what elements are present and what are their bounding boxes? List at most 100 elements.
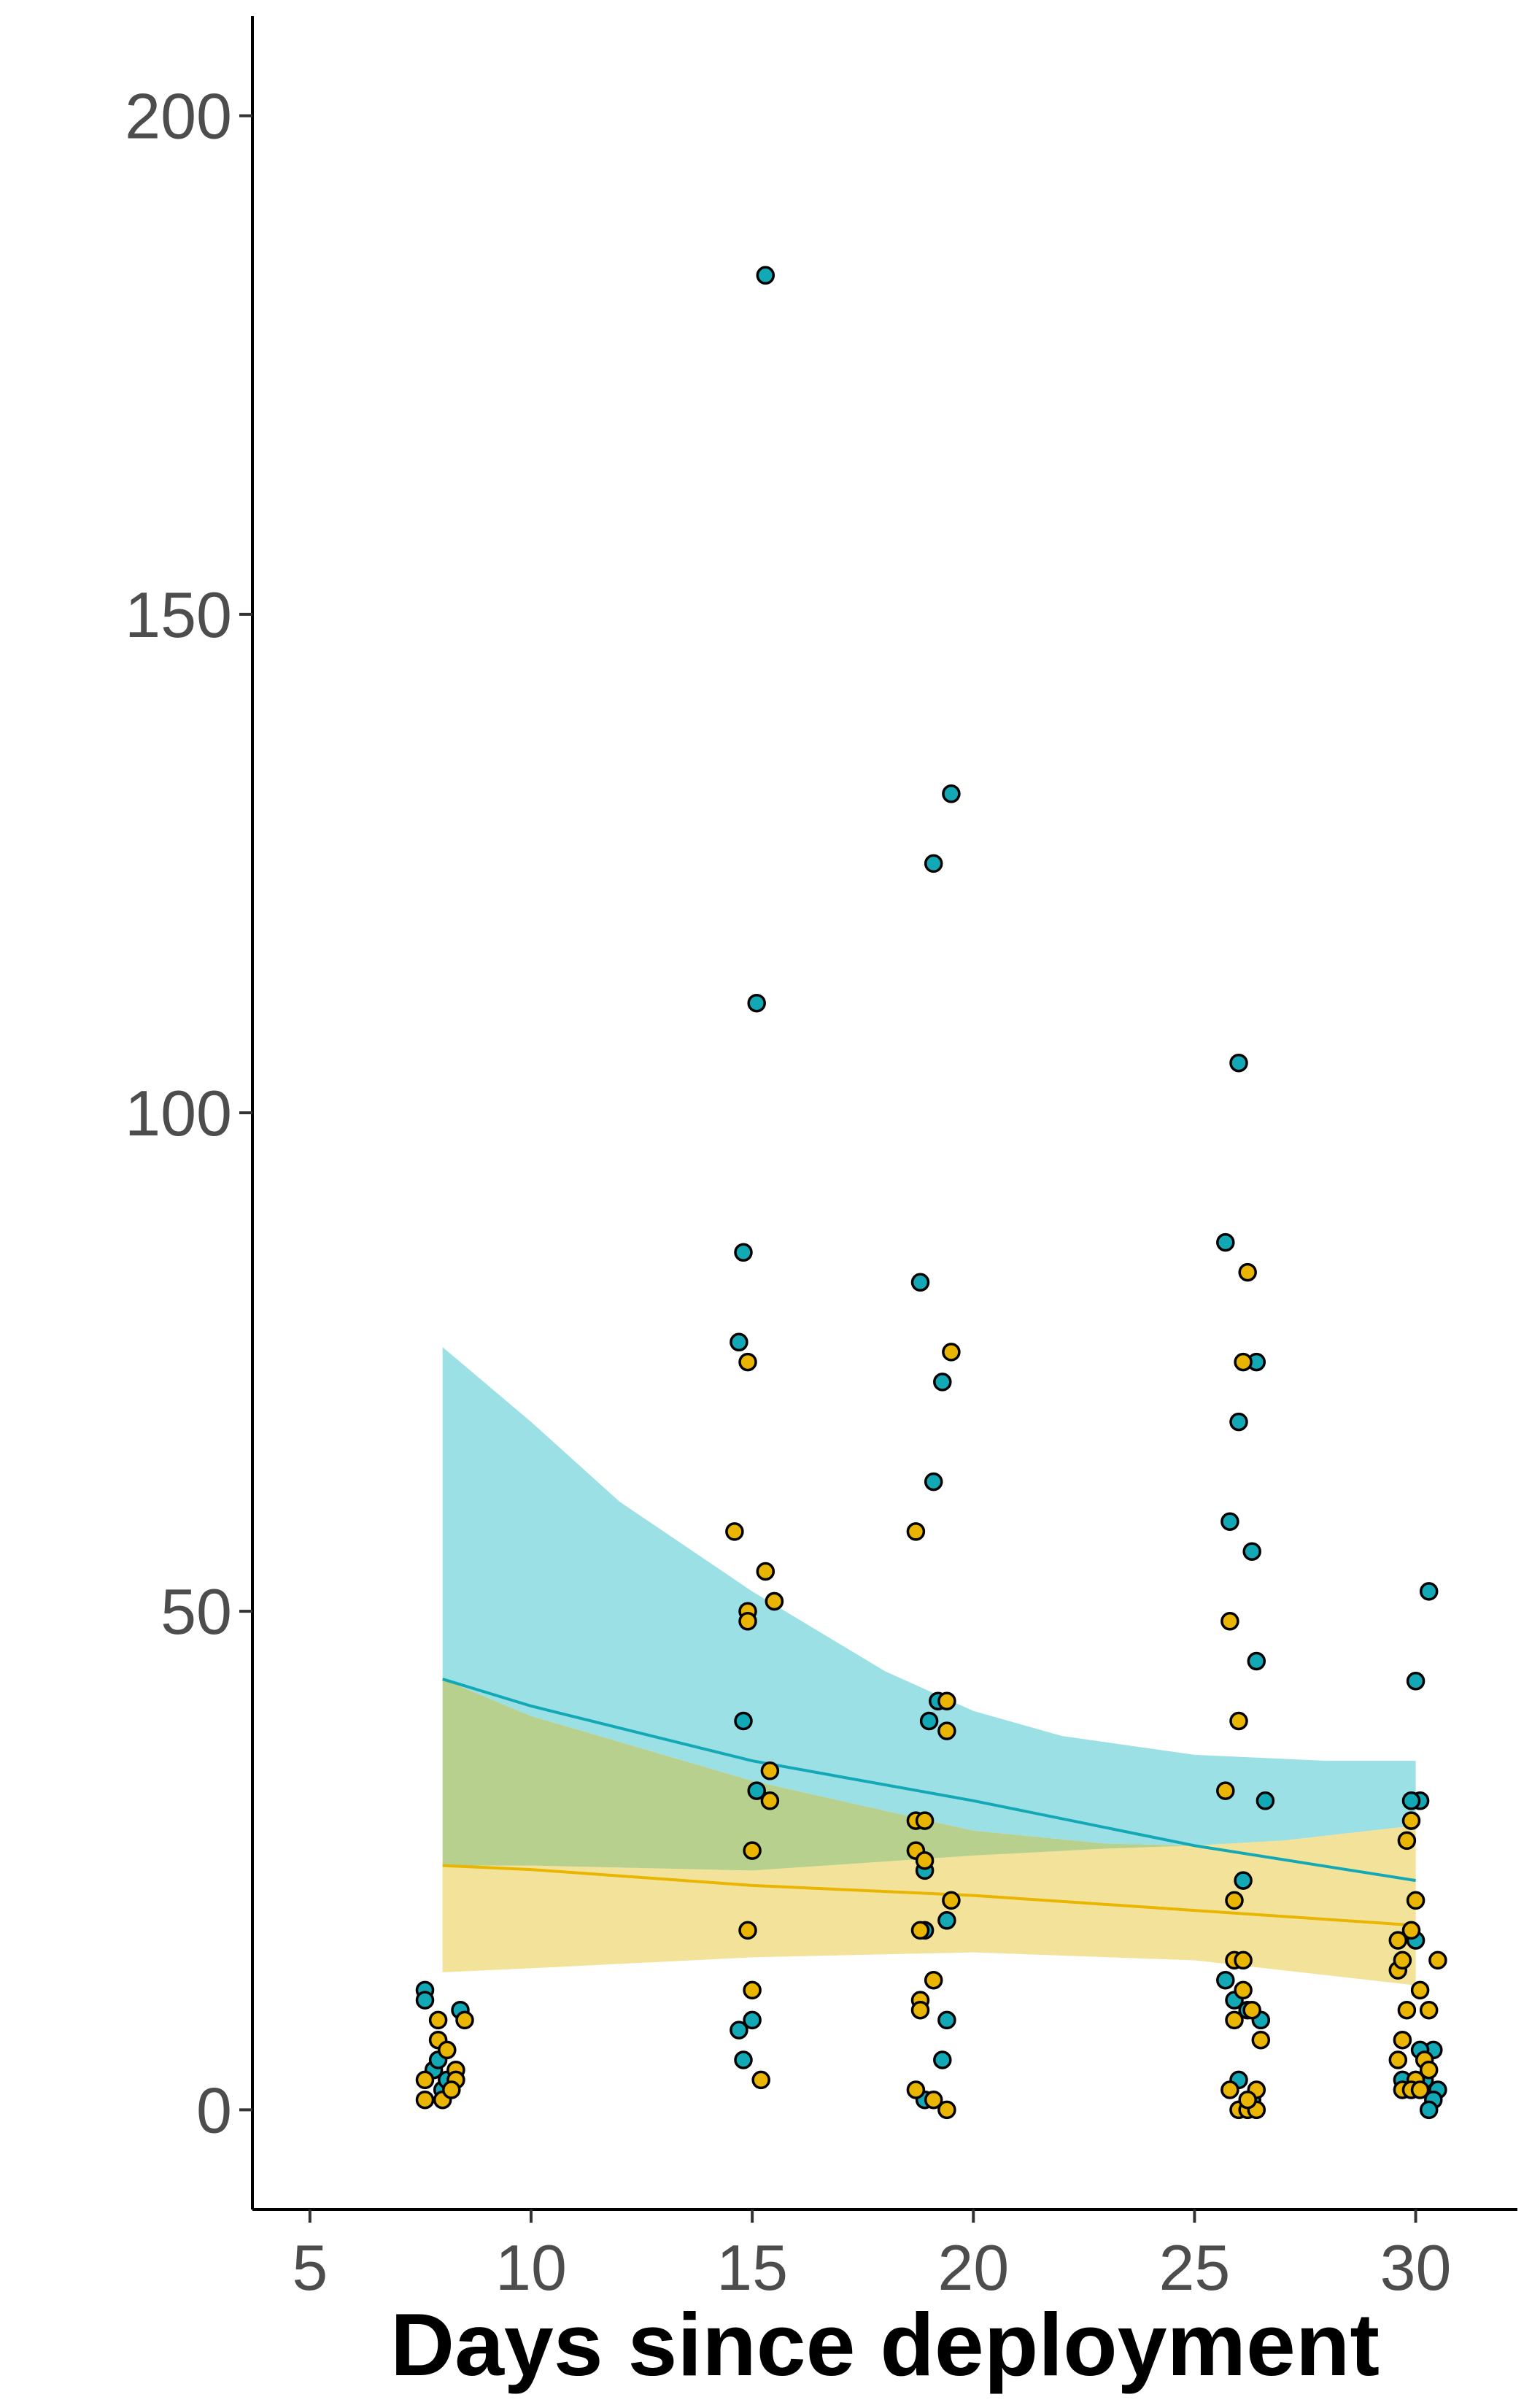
data-point (910, 1921, 930, 1940)
data-point (734, 1711, 753, 1731)
data-point (1419, 2000, 1439, 2020)
data-point (1393, 1950, 1412, 1970)
data-point (760, 1761, 780, 1780)
data-point (765, 1591, 784, 1611)
data-point (1247, 1651, 1266, 1671)
data-point (428, 2010, 448, 2030)
fit-line-1 (442, 1864, 1416, 1927)
data-point (1410, 1980, 1430, 2000)
data-point (1225, 2010, 1244, 2030)
data-point (442, 2080, 461, 2099)
data-point (1401, 1921, 1421, 1940)
data-point (1220, 1512, 1239, 1531)
x-ticks: 5 10 15 20 25 30 (292, 2210, 1451, 2304)
data-point (455, 2010, 474, 2030)
data-point (937, 2010, 956, 2030)
data-point (1220, 1612, 1239, 1631)
data-point (906, 1522, 926, 1541)
data-point (415, 2090, 435, 2110)
x-tick-label: 25 (1158, 2231, 1230, 2304)
data-point (937, 1691, 956, 1710)
x-tick-label: 15 (716, 2231, 788, 2304)
data-point (1220, 2080, 1239, 2099)
y-tick-label: 0 (196, 2074, 232, 2146)
data-point (915, 1851, 935, 1870)
data-point (1393, 2030, 1412, 2050)
data-point (1238, 2090, 1257, 2110)
data-point (743, 1841, 762, 1860)
data-point (906, 2080, 926, 2099)
data-point (743, 1980, 762, 2000)
data-point (738, 1352, 757, 1372)
fit-line-0 (442, 1678, 1416, 1883)
data-point (760, 1791, 780, 1810)
confidence-band-0 (442, 1347, 1416, 1846)
data-point (933, 2050, 952, 2069)
fit-lines (442, 1678, 1416, 1927)
data-point (730, 1332, 748, 1352)
data-point (1242, 2000, 1261, 2020)
data-point (924, 1970, 943, 1990)
data-point (1419, 2100, 1439, 2120)
data-point (1406, 1672, 1425, 1691)
data-point (738, 1612, 757, 1631)
data-point (1229, 1711, 1248, 1731)
data-point (415, 1991, 435, 2010)
data-point (942, 1343, 961, 1362)
data-point (1401, 1791, 1421, 1810)
data-point (1234, 1980, 1253, 2000)
data-point (1388, 2050, 1408, 2069)
data-point (734, 2050, 753, 2069)
data-point (1406, 1891, 1425, 1910)
data-point (743, 2010, 762, 2030)
data-point (1397, 2000, 1417, 2020)
data-point (937, 1911, 956, 1930)
data-point (1234, 1950, 1253, 1970)
data-point (1388, 1931, 1408, 1950)
data-point (1419, 2060, 1439, 2080)
x-tick-label: 30 (1380, 2231, 1452, 2304)
data-point (1238, 1262, 1257, 1282)
data-point (747, 1781, 766, 1800)
data-point (738, 1921, 757, 1940)
data-point (910, 2000, 930, 2020)
data-point (924, 854, 943, 873)
data-point (751, 2070, 770, 2090)
data-point (1229, 1412, 1248, 1432)
y-tick-label: 100 (125, 1077, 232, 1149)
data-point (919, 1711, 939, 1731)
data-points (415, 266, 1447, 2120)
data-point (1428, 1950, 1447, 1970)
data-point (1225, 1891, 1244, 1910)
confidence-bands (442, 1347, 1416, 1986)
data-point (1216, 1232, 1235, 1252)
data-point (1216, 1781, 1235, 1800)
data-point (1401, 1811, 1421, 1830)
data-point (1234, 1871, 1253, 1890)
confidence-band-yellow (442, 1825, 1416, 1986)
y-tick-label: 150 (125, 579, 232, 651)
data-point (933, 1373, 952, 1392)
data-point (725, 1522, 744, 1541)
data-point (924, 2090, 943, 2110)
y-tick-label: 50 (160, 1575, 232, 1648)
data-point (415, 2070, 435, 2090)
confidence-band-overlap (442, 1679, 1416, 1871)
data-point (734, 1243, 753, 1262)
data-point (756, 266, 775, 285)
data-point (1419, 1582, 1439, 1601)
x-axis-title: Days since deployment (390, 2295, 1380, 2394)
data-point (1410, 2080, 1430, 2099)
data-point (1234, 1352, 1253, 1372)
x-tick-label: 20 (937, 2231, 1009, 2304)
x-tick-label: 5 (292, 2231, 328, 2304)
data-point (438, 2040, 457, 2060)
x-tick-label: 10 (495, 2231, 567, 2304)
data-point (1397, 1831, 1417, 1851)
y-ticks: 0 50 100 150 200 (125, 80, 252, 2146)
data-point (1251, 2030, 1271, 2050)
data-point (942, 1891, 961, 1910)
data-point (756, 1562, 775, 1581)
